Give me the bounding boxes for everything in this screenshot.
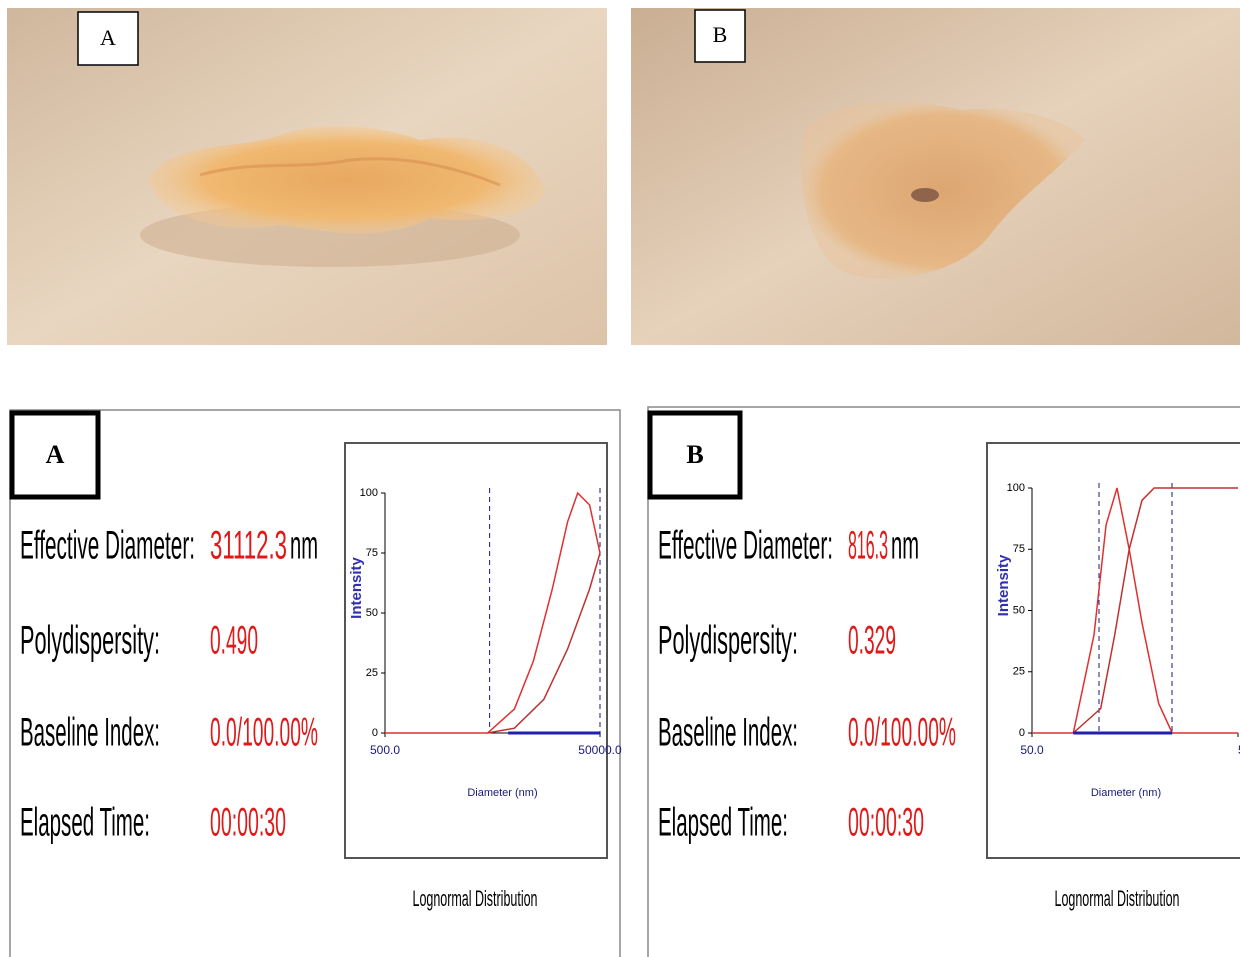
chart-caption: Lognormal Distribution — [1055, 886, 1180, 911]
x-tick-label: 50.0 — [1020, 743, 1044, 757]
y-axis-label: Intensity — [348, 557, 365, 619]
field-value: 0.329 — [848, 619, 896, 663]
chart-caption: Lognormal Distribution — [413, 886, 538, 911]
field-label: Polydispersity: — [20, 619, 160, 663]
photo-label: A — [100, 25, 116, 50]
y-tick-label: 100 — [360, 487, 378, 499]
panel-label: B — [686, 440, 703, 469]
y-tick-label: 75 — [366, 547, 378, 559]
field-label: Elapsed Time: — [20, 801, 150, 845]
field-label: Polydispersity: — [658, 619, 798, 663]
y-tick-label: 75 — [1013, 543, 1025, 555]
field-label: Baseline Index: — [20, 711, 160, 755]
x-axis-label: Diameter (nm) — [467, 787, 537, 799]
field-unit: nm — [290, 524, 318, 568]
field-value: 00:00:30 — [210, 801, 286, 845]
x-tick-label: 50000.0 — [578, 743, 622, 757]
field-label: Baseline Index: — [658, 711, 798, 755]
y-tick-label: 0 — [1019, 727, 1025, 739]
field-unit: nm — [891, 524, 919, 568]
field-value: 00:00:30 — [848, 801, 924, 845]
field-label: Elapsed Time: — [658, 801, 788, 845]
field-value: 0.490 — [210, 619, 258, 663]
x-axis-label: Diameter (nm) — [1091, 787, 1161, 799]
field-label: Effective Diameter: — [20, 524, 195, 568]
field-label: Effective Diameter: — [658, 524, 833, 568]
x-tick-label: 500.0 — [370, 743, 400, 757]
figure: A B AEffective Diameter:31112.3nmPolydis… — [0, 0, 1240, 957]
panel-label: A — [46, 440, 65, 469]
field-value: 0.0/100.00% — [848, 711, 956, 755]
y-tick-label: 25 — [1013, 666, 1025, 678]
y-tick-label: 25 — [366, 667, 378, 679]
y-tick-label: 100 — [1007, 482, 1025, 494]
field-value: 816.3 — [848, 524, 888, 568]
y-tick-label: 0 — [372, 727, 378, 739]
y-axis-label: Intensity — [995, 554, 1012, 616]
y-tick-label: 50 — [1013, 604, 1025, 616]
field-value: 0.0/100.00% — [210, 711, 318, 755]
y-tick-label: 50 — [366, 607, 378, 619]
page: {"photos": [{"label": "A"}, {"label": "B… — [0, 0, 1240, 957]
field-value: 31112.3 — [210, 524, 287, 568]
photo-label: B — [713, 22, 728, 47]
